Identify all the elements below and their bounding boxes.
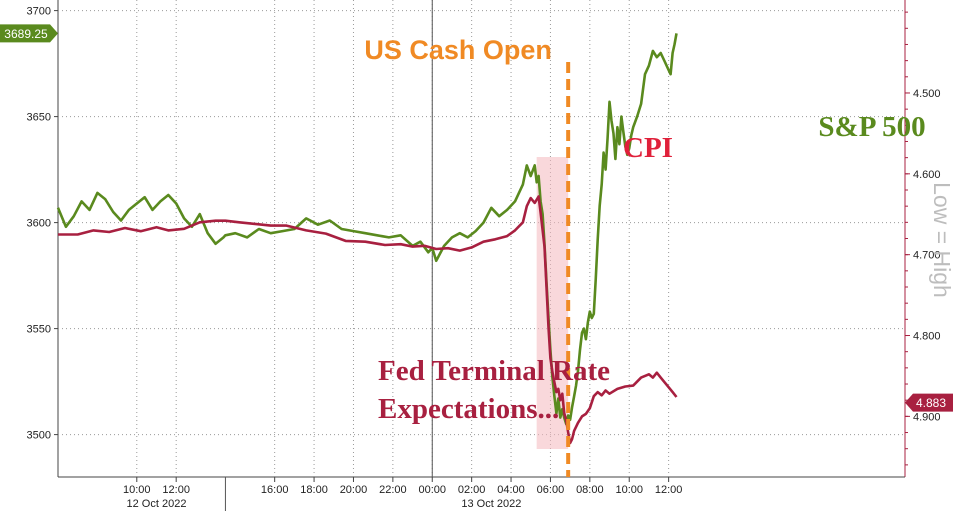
x-tick-label: 20:00 (340, 484, 368, 496)
x-axis: 10:00 12:00 16:00 18:00 20:00 22:00 00:00 02:00… (123, 477, 682, 511)
right-tick-label: 4.700 (913, 250, 941, 262)
x-tick-label: 08:00 (576, 484, 604, 496)
low-high-label: Low = High (929, 182, 955, 298)
left-tick-label: 3500 (27, 430, 51, 442)
x-tick-label: 22:00 (379, 484, 407, 496)
cash-open-label: US Cash Open (364, 35, 552, 65)
x-tick-label: 18:00 (300, 484, 328, 496)
sp500-last-value-tag (0, 24, 58, 43)
last-value-labels: 3689.25 4.883 (0, 24, 953, 412)
x-tick-label: 12:00 (162, 484, 190, 496)
annotations: US Cash Open CPI S&P 500 Fed Terminal Rate E… (364, 35, 955, 477)
left-tick-label: 3600 (27, 218, 51, 230)
x-date-label: 12 Oct 2022 (127, 498, 187, 510)
fed-label-line2: Expectations... (378, 393, 559, 425)
sp500-label: S&P 500 (818, 111, 925, 143)
left-tick-label: 3650 (27, 112, 51, 124)
fed-last-value-text: 4.883 (916, 396, 946, 410)
right-tick-label: 4.800 (913, 331, 941, 343)
left-tick-label: 3700 (27, 6, 51, 18)
series-line-sp500 (56, 33, 678, 426)
fed-last-value-tag (905, 393, 953, 412)
x-tick-label: 04:00 (497, 484, 525, 496)
grid (57, 0, 906, 478)
cpi-label: CPI (623, 132, 673, 164)
x-tick-label: 10:00 (123, 484, 151, 496)
x-tick-label: 02:00 (458, 484, 486, 496)
right-axis: 4.500 4.600 4.700 4.800 4.900 (905, 11, 941, 466)
x-tick-label: 06:00 (537, 484, 565, 496)
right-tick-label: 4.500 (913, 88, 941, 100)
fed-label-line1: Fed Terminal Rate (378, 355, 610, 387)
x-tick-label: 16:00 (261, 484, 289, 496)
right-tick-label: 4.600 (913, 169, 941, 181)
x-tick-label: 10:00 (615, 484, 643, 496)
series-line-fed-rate (58, 195, 678, 445)
left-axis: 3500 3550 3600 3650 3700 (27, 6, 58, 442)
series-layer (56, 33, 678, 445)
x-tick-label: 12:00 (655, 484, 683, 496)
left-tick-label: 3550 (27, 324, 51, 336)
x-date-label: 13 Oct 2022 (461, 498, 521, 510)
x-tick-label: 00:00 (418, 484, 446, 496)
sp500-last-value-text: 3689.25 (4, 27, 48, 41)
right-tick-label: 4.900 (913, 411, 941, 423)
